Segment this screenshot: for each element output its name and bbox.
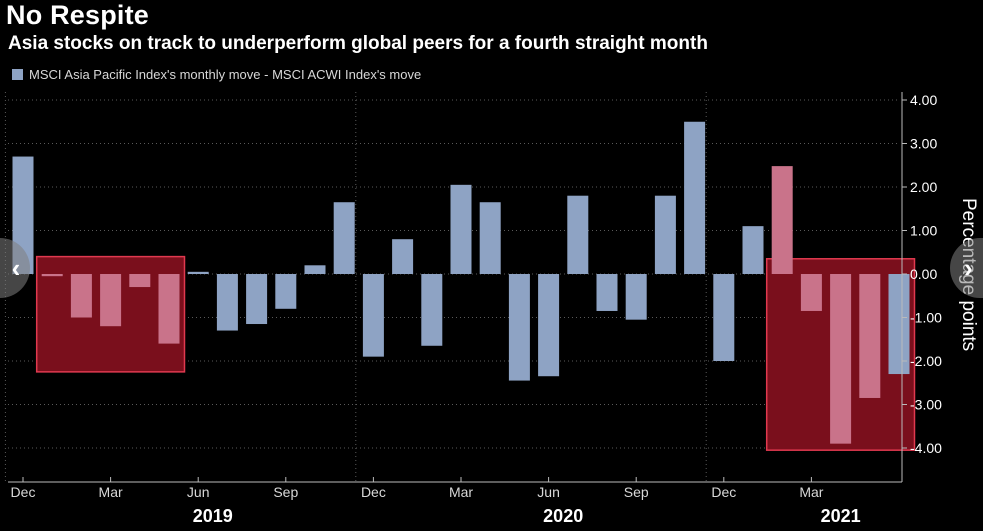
bar [713,274,735,361]
bar [246,274,268,325]
bar [538,274,560,377]
x-tick-label: Sep [273,484,298,500]
y-tick-label: 4.00 [910,92,937,108]
chart-title: No Respite [6,0,150,30]
bar [304,265,326,274]
x-tick-label: Jun [187,484,210,500]
y-tick-label: -4.00 [910,440,942,456]
bar [362,274,384,357]
x-tick-label: Sep [624,484,649,500]
bar [654,195,676,274]
bar [41,274,63,277]
bar [508,274,530,381]
bar [333,202,355,274]
x-tick-label: Dec [11,484,36,500]
bar [275,274,297,309]
y-tick-label: -2.00 [910,353,942,369]
y-tick-label: 3.00 [910,136,937,152]
x-tick-label: Mar [99,484,123,500]
bar [70,274,92,318]
year-label: 2019 [193,506,233,526]
bar [450,184,472,274]
y-tick-label: -1.00 [910,310,942,326]
x-tick-label: Dec [361,484,386,500]
bar [800,274,822,311]
bar [596,274,618,311]
chart-subtitle: Asia stocks on track to underperform glo… [8,33,708,54]
bar [479,202,501,274]
chart-legend: MSCI Asia Pacific Index's monthly move -… [12,67,421,82]
bar [830,274,852,444]
bar [187,271,209,274]
bar [158,274,180,344]
bar [392,239,414,274]
bar [742,226,764,274]
year-label: 2021 [821,506,861,526]
bar [625,274,647,320]
bar [216,274,238,331]
legend-swatch [12,69,23,80]
year-label: 2020 [543,506,583,526]
legend-label: MSCI Asia Pacific Index's monthly move -… [29,67,422,82]
bar [129,274,151,288]
bar [421,274,443,346]
bar [684,121,706,274]
y-tick-label: -3.00 [910,397,942,413]
bar [567,195,589,274]
x-tick-label: Dec [711,484,736,500]
x-tick-label: Mar [449,484,473,500]
x-tick-label: Jun [537,484,560,500]
bar [859,274,881,398]
y-tick-label: 2.00 [910,179,937,195]
bar [888,274,910,375]
y-tick-label: 0.00 [910,266,937,282]
y-tick-label: 1.00 [910,223,937,239]
x-tick-label: Mar [799,484,823,500]
bar [100,274,122,327]
bar [771,166,793,274]
